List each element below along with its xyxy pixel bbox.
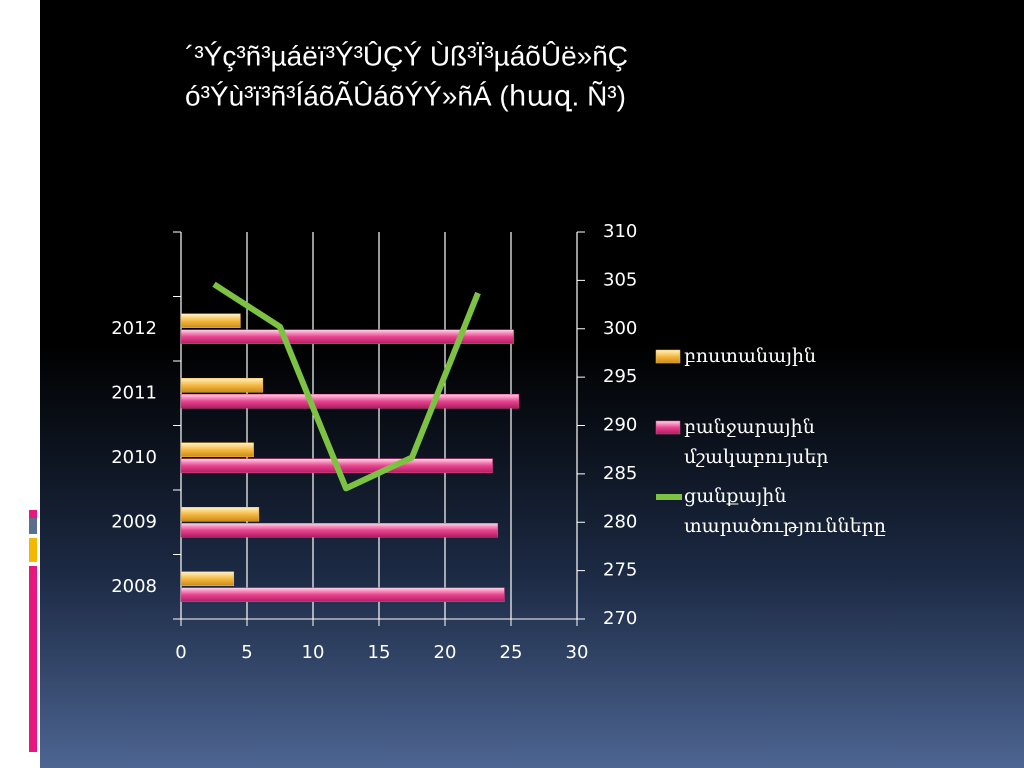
x-tick-label: 5 [241,642,252,663]
bar [180,313,241,328]
y-tick-label: 2010 [111,447,157,468]
decor-block [29,538,37,562]
line-series [212,281,481,492]
y2-tick-label: 305 [603,269,637,290]
y2-tick-label: 290 [603,415,637,436]
x-tick-label: 25 [500,642,523,663]
legend-swatch [655,420,681,435]
bar [180,378,264,393]
bar [180,507,260,522]
y-tick-label: 2011 [111,382,157,403]
legend-item: բոստանային [684,345,817,367]
bar [180,442,254,457]
bar [180,587,505,602]
legend-label: բանջարային մշակաբույսեր [684,416,829,468]
y2-tick-label: 280 [603,511,637,532]
chart-title: ó³Ýù³ï³ñ³ÍáõÃÛáõÝÝ»ñÁ (հազ. Ñ³) [185,80,626,111]
x-tick-label: 20 [434,642,457,663]
legend-item: ցանքային տարածությունները [684,485,886,537]
legend-label: ցանքային տարածությունները [684,485,886,537]
bar [180,329,514,344]
y2-tick-label: 310 [603,221,637,242]
y2-tick-label: 270 [603,608,637,629]
decor-block [29,518,37,534]
bar [180,394,520,409]
y2-tick-label: 295 [603,366,637,387]
y-tick-label: 2012 [111,318,157,339]
x-tick-label: 0 [175,642,186,663]
x-tick-label: 10 [302,642,325,663]
y2-tick-label: 275 [603,560,637,581]
bar [180,571,235,586]
bar [180,523,499,538]
y2-tick-label: 300 [603,318,637,339]
y-tick-label: 2008 [111,576,157,597]
decor-block [29,566,37,752]
y-tick-label: 2009 [111,511,157,532]
x-tick-label: 15 [368,642,391,663]
x-tick-label: 30 [566,642,589,663]
legend-item: բանջարային մշակաբույսեր [684,416,829,468]
legend-label: բոստանային [684,345,817,367]
chart-title: ´³Ýç³ñ³µáëï³Ý³ÛÇÝ Ùß³Ï³µáõÛë»ñÇ [185,40,628,71]
y2-tick-label: 285 [603,463,637,484]
legend-swatch [655,349,681,364]
decor-block [29,510,37,522]
